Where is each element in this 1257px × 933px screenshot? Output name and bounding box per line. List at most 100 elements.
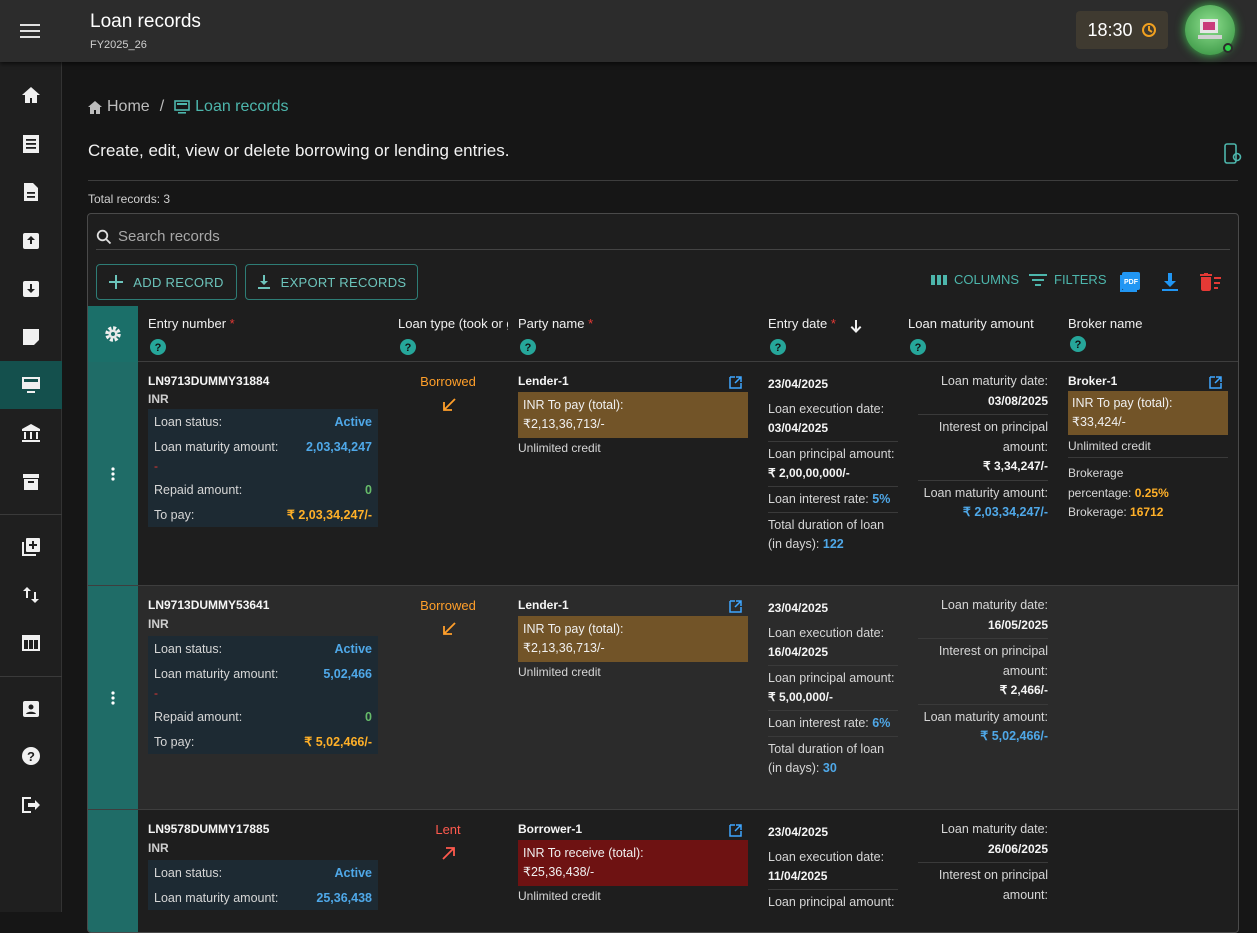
sidebar-item-receipts[interactable] — [0, 120, 62, 168]
search-bar[interactable]: Search records — [96, 224, 1230, 250]
help-icon[interactable]: ? — [1070, 336, 1086, 352]
row-actions-handle[interactable] — [88, 810, 138, 932]
pdf-icon[interactable]: PDF — [1119, 271, 1141, 293]
row-actions-handle[interactable] — [88, 586, 138, 809]
help-icon[interactable]: ? — [520, 339, 536, 355]
receipt-icon — [23, 135, 39, 153]
currency: INR — [148, 392, 169, 406]
party-name[interactable]: Lender-1 — [518, 598, 569, 612]
arrow-down-left-icon — [443, 622, 456, 635]
open-external-icon[interactable] — [729, 376, 742, 389]
entry-date-details: 23/04/2025 Loan execution date: 11/04/202… — [768, 820, 898, 915]
svg-text:PDF: PDF — [1124, 279, 1139, 286]
search-icon — [96, 229, 112, 244]
column-header-maturity-amount[interactable]: Loan maturity amount — [908, 316, 1034, 331]
sidebar-item-logout[interactable] — [0, 781, 62, 829]
entry-date-details: 23/04/2025 Loan execution date: 16/04/202… — [768, 596, 898, 781]
breadcrumb: Home / Loan records — [88, 98, 289, 116]
sidebar-item-table[interactable] — [0, 619, 62, 667]
sort-arrow-down-icon[interactable] — [850, 320, 862, 334]
table-settings-cell[interactable] — [88, 306, 138, 362]
sidebar-item-help[interactable]: ? — [0, 732, 62, 780]
filters-button[interactable]: FILTERS — [1029, 272, 1107, 287]
sidebar-divider — [0, 514, 62, 515]
export-records-button[interactable]: EXPORT RECORDS — [245, 264, 418, 300]
help-icon[interactable]: ? — [910, 339, 926, 355]
column-header-entry-number[interactable]: Entry number * — [148, 316, 235, 331]
sidebar-item-inbox[interactable] — [0, 265, 62, 313]
table-row[interactable]: LN9578DUMMY17885 INR Loan status: Active … — [88, 810, 1238, 932]
top-app-bar: Loan records FY2025_26 18:30 — [0, 0, 1257, 62]
currency: INR — [148, 841, 169, 855]
svg-text:?: ? — [525, 342, 532, 354]
clock-widget[interactable]: 18:30 — [1076, 11, 1168, 49]
svg-text:?: ? — [1075, 339, 1082, 351]
party-name[interactable]: Lender-1 — [518, 374, 569, 388]
breadcrumb-current: Loan records — [195, 98, 289, 115]
page-divider — [88, 180, 1238, 181]
sidebar-item-add-library[interactable] — [0, 523, 62, 571]
maturity-details: Loan maturity date: 26/06/2025 Interest o… — [918, 817, 1048, 908]
sidebar-item-documents[interactable] — [0, 168, 62, 216]
column-header-broker-name[interactable]: Broker name — [1068, 316, 1143, 331]
sidebar-item-home[interactable] — [0, 71, 62, 119]
add-record-button[interactable]: ADD RECORD — [96, 264, 237, 300]
archive-icon — [23, 474, 39, 490]
download-icon — [257, 275, 270, 289]
open-external-icon[interactable] — [729, 824, 742, 837]
library-add-icon — [22, 538, 40, 556]
sidebar-item-transfers[interactable] — [0, 571, 62, 619]
credit-limit: Unlimited credit — [518, 889, 601, 903]
party-name[interactable]: Borrower-1 — [518, 822, 583, 836]
table-row[interactable]: LN9713DUMMY53641 INR Loan status: Active … — [88, 586, 1238, 810]
sidebar-item-archive[interactable] — [0, 458, 62, 506]
mobile-settings-button[interactable] — [1215, 138, 1251, 170]
status-badge: Active — [334, 641, 372, 656]
status-badge: Active — [334, 414, 372, 429]
delete-sweep-icon[interactable] — [1200, 273, 1222, 291]
total-records: Total records: 3 — [88, 192, 171, 206]
loan-type: Lent — [435, 822, 461, 837]
sync-icon — [1141, 22, 1157, 38]
download-icon[interactable] — [1161, 273, 1179, 291]
help-icon: ? — [22, 747, 40, 765]
menu-icon[interactable] — [14, 15, 46, 47]
sidebar-item-bank[interactable] — [0, 409, 62, 457]
column-header-entry-date[interactable]: Entry date * — [768, 316, 836, 331]
help-icon[interactable]: ? — [770, 339, 786, 355]
arrow-down-left-icon — [443, 398, 456, 411]
breadcrumb-home[interactable]: Home — [107, 98, 150, 115]
party-balance-box: INR To pay (total): ₹2,13,36,713/- — [518, 616, 748, 662]
column-header-party-name[interactable]: Party name * — [518, 316, 594, 331]
open-external-icon[interactable] — [729, 600, 742, 613]
bank-icon — [22, 424, 40, 442]
sidebar-item-notes[interactable] — [0, 313, 62, 361]
columns-button[interactable]: COLUMNS — [931, 272, 1019, 287]
column-header-loan-type[interactable]: Loan type (took or gave) — [398, 316, 508, 331]
avatar[interactable] — [1185, 5, 1235, 55]
help-icon[interactable]: ? — [400, 339, 416, 355]
table-row[interactable]: LN9713DUMMY31884 INR Loan status: Active … — [88, 362, 1238, 586]
currency: INR — [148, 617, 169, 631]
entry-number[interactable]: LN9713DUMMY31884 — [148, 374, 270, 388]
sidebar-item-outbox[interactable] — [0, 217, 62, 265]
logout-icon — [22, 797, 40, 813]
plus-icon — [109, 275, 124, 289]
entry-number[interactable]: LN9578DUMMY17885 — [148, 822, 270, 836]
sidebar-item-contacts[interactable] — [0, 684, 62, 732]
maturity-details: Loan maturity date: 03/08/2025 Interest o… — [918, 369, 1048, 526]
sidebar-item-loan-records[interactable] — [0, 361, 62, 409]
svg-text:?: ? — [915, 342, 922, 354]
search-input[interactable]: Search records — [118, 228, 220, 245]
row-actions-handle[interactable] — [88, 362, 138, 585]
open-external-icon[interactable] — [1209, 376, 1222, 389]
monitor-icon — [174, 100, 190, 114]
download-box-icon — [23, 281, 39, 297]
broker-name[interactable]: Broker-1 — [1068, 374, 1118, 388]
records-panel: Search records ADD RECORD EXPORT RECORDS… — [87, 213, 1239, 933]
fiscal-year-label: FY2025_26 — [90, 39, 147, 51]
sidebar-divider — [0, 676, 62, 677]
help-icon[interactable]: ? — [150, 339, 166, 355]
svg-text:?: ? — [775, 342, 782, 354]
entry-number[interactable]: LN9713DUMMY53641 — [148, 598, 270, 612]
